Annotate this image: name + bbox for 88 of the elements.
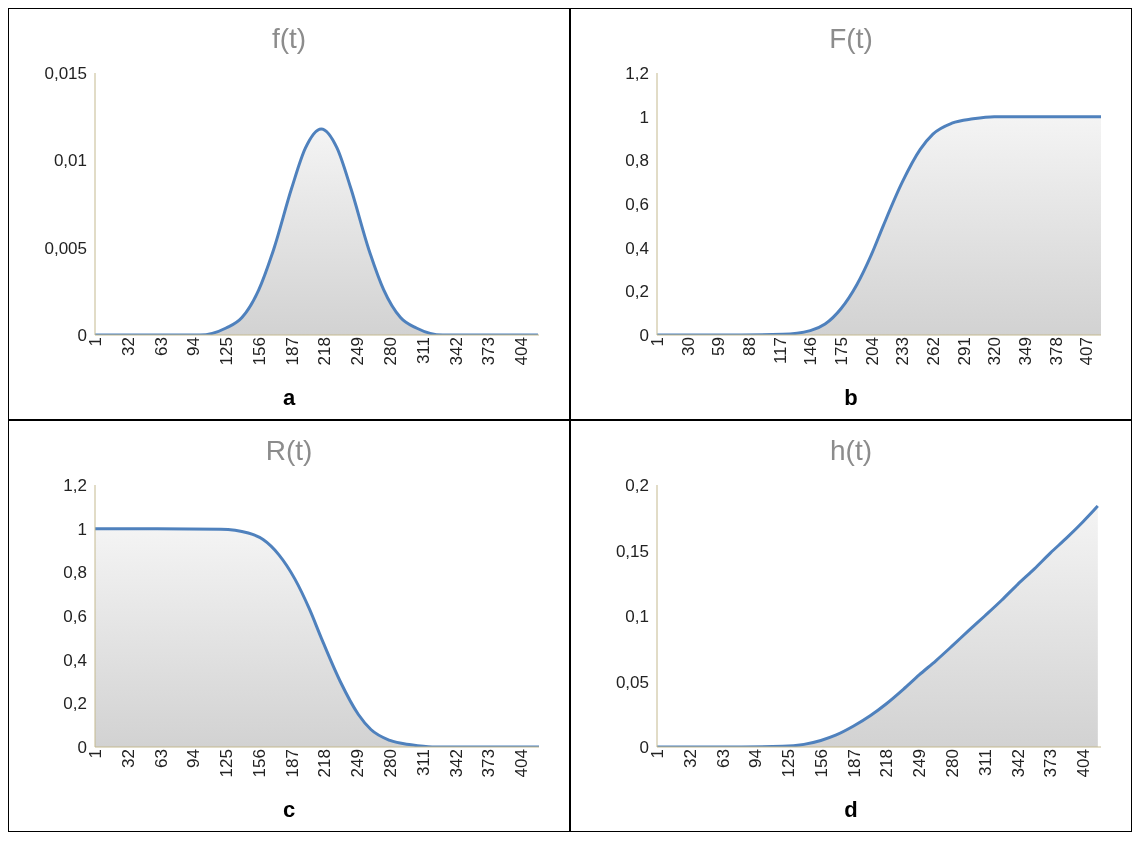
x-tick-label: 125 bbox=[779, 749, 799, 778]
x-tick-label: 311 bbox=[413, 337, 433, 365]
y-tick-label: 0,2 bbox=[625, 476, 649, 496]
y-tick-label: 0,2 bbox=[63, 694, 87, 714]
x-tick-label: 404 bbox=[512, 749, 532, 778]
y-tick-label: 1,2 bbox=[625, 64, 649, 84]
y-tick-label: 1,2 bbox=[63, 476, 87, 496]
y-tick-label: 0,8 bbox=[63, 563, 87, 583]
y-tick-label: 0,4 bbox=[63, 650, 87, 670]
x-tick-label: 218 bbox=[877, 749, 897, 778]
text: c bbox=[281, 797, 297, 823]
y-tick-label: 0 bbox=[77, 738, 87, 758]
x-tick-label: 349 bbox=[1015, 337, 1035, 366]
y-tick-label: 0 bbox=[639, 738, 649, 758]
x-tick-label: 156 bbox=[811, 749, 831, 778]
chart-title: f(t) bbox=[270, 23, 308, 56]
x-tick-label: 404 bbox=[1074, 749, 1094, 778]
text: b bbox=[843, 385, 859, 411]
x-tick-label: 32 bbox=[118, 337, 138, 356]
x-tick-label: 249 bbox=[348, 749, 368, 778]
x-tick-label: 94 bbox=[184, 749, 204, 768]
x-tick-label: 94 bbox=[184, 337, 204, 356]
x-tick-label: 156 bbox=[249, 749, 269, 778]
x-tick-label: 59 bbox=[709, 337, 729, 356]
x-tick-label: 117 bbox=[770, 337, 790, 365]
y-tick-label: 0,8 bbox=[625, 151, 649, 171]
x-tick-label: 373 bbox=[479, 337, 499, 366]
x-tick-label: 262 bbox=[923, 337, 943, 366]
y-tick-label: 0,6 bbox=[63, 607, 87, 627]
x-tick-label: 280 bbox=[381, 337, 401, 366]
chart-title: F(t) bbox=[828, 23, 874, 56]
y-tick-label: 0,2 bbox=[625, 282, 649, 302]
x-tick-label: 249 bbox=[348, 337, 368, 366]
x-tick-label: 280 bbox=[381, 749, 401, 778]
x-tick-label: 187 bbox=[282, 337, 302, 366]
x-tick-label: 63 bbox=[151, 337, 171, 356]
x-tick-label: 32 bbox=[680, 749, 700, 768]
x-tick-label: 125 bbox=[217, 337, 237, 366]
x-tick-label: 88 bbox=[740, 337, 760, 356]
x-tick-label: 156 bbox=[249, 337, 269, 366]
x-tick-label: 63 bbox=[151, 749, 171, 768]
x-tick-label: 373 bbox=[1041, 749, 1061, 778]
x-tick-label: 311 bbox=[975, 749, 995, 777]
x-tick-label: 407 bbox=[1077, 337, 1097, 366]
x-tick-label: 320 bbox=[985, 337, 1005, 366]
x-tick-label: 125 bbox=[217, 749, 237, 778]
x-tick-label: 146 bbox=[801, 337, 821, 366]
x-tick-label: 233 bbox=[893, 337, 913, 366]
x-tick-label: 30 bbox=[678, 337, 698, 356]
x-tick-label: 280 bbox=[943, 749, 963, 778]
y-tick-label: 0,05 bbox=[615, 672, 649, 692]
x-tick-label: 187 bbox=[844, 749, 864, 778]
x-tick-label: 311 bbox=[413, 749, 433, 777]
x-tick-label: 187 bbox=[282, 749, 302, 778]
y-tick-label: 0,4 bbox=[625, 238, 649, 258]
x-tick-label: 378 bbox=[1046, 337, 1066, 366]
x-tick-label: 218 bbox=[315, 749, 335, 778]
x-tick-label: 218 bbox=[315, 337, 335, 366]
y-tick-label: 0,15 bbox=[615, 541, 649, 561]
x-tick-label: 1 bbox=[648, 337, 668, 347]
y-tick-label: 0,1 bbox=[625, 607, 649, 627]
x-tick-label: 404 bbox=[512, 337, 532, 366]
y-tick-label: 0 bbox=[639, 326, 649, 346]
x-tick-label: 63 bbox=[713, 749, 733, 768]
y-tick-label: 0,015 bbox=[44, 64, 87, 84]
x-tick-label: 94 bbox=[746, 749, 766, 768]
x-tick-label: 175 bbox=[832, 337, 852, 366]
chart-title: h(t) bbox=[829, 435, 873, 468]
y-tick-label: 0,005 bbox=[44, 238, 87, 258]
x-tick-label: 342 bbox=[446, 337, 466, 366]
x-tick-label: 204 bbox=[862, 337, 882, 366]
chart-title: R(t) bbox=[264, 435, 314, 468]
y-tick-label: 1 bbox=[639, 107, 649, 127]
x-tick-label: 249 bbox=[910, 749, 930, 778]
y-tick-label: 0,01 bbox=[53, 151, 87, 171]
x-tick-label: 1 bbox=[86, 749, 106, 759]
text: a bbox=[281, 385, 297, 411]
x-tick-label: 342 bbox=[446, 749, 466, 778]
x-tick-label: 32 bbox=[118, 749, 138, 768]
y-tick-label: 1 bbox=[77, 519, 87, 539]
x-tick-label: 291 bbox=[954, 337, 974, 366]
x-tick-label: 1 bbox=[86, 337, 106, 347]
y-tick-label: 0 bbox=[77, 326, 87, 346]
y-tick-label: 0,6 bbox=[625, 195, 649, 215]
x-tick-label: 342 bbox=[1008, 749, 1028, 778]
text: d bbox=[843, 797, 859, 823]
x-tick-label: 1 bbox=[648, 749, 668, 759]
x-tick-label: 373 bbox=[479, 749, 499, 778]
